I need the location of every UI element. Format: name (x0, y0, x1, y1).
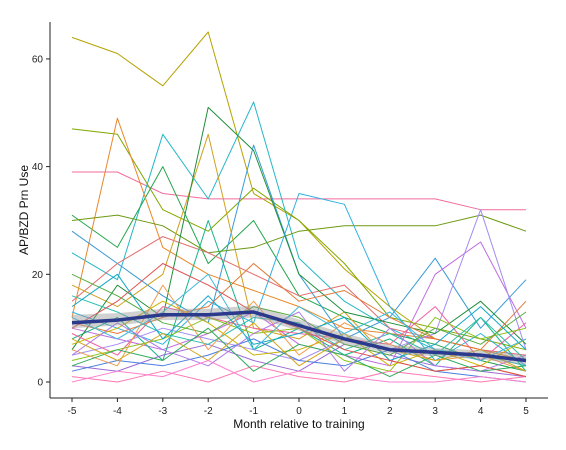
x-tick-label: 4 (478, 406, 484, 417)
y-tick-label: 0 (37, 378, 43, 389)
series-line-29 (71, 327, 527, 378)
series-line-22 (71, 338, 527, 383)
series-line-13 (71, 133, 527, 378)
y-axis-ticks: 0 20 40 60 (32, 54, 50, 389)
x-tick-label: -3 (158, 406, 167, 417)
x-tick-label: 5 (523, 406, 529, 417)
series-line-20 (71, 295, 527, 361)
trend-confidence-band (72, 305, 526, 365)
series-line-10 (71, 236, 527, 356)
series-line-9 (71, 214, 527, 254)
y-tick-label: 20 (32, 270, 44, 281)
x-tick-label: -5 (68, 406, 77, 417)
trend-line (71, 310, 527, 363)
series-line-14 (71, 106, 527, 350)
series-line-25 (71, 284, 527, 372)
series-line-5 (71, 166, 527, 372)
series-line-24 (71, 273, 527, 356)
x-tick-label: 2 (387, 406, 393, 417)
series-line-21 (71, 300, 527, 367)
series-line-27 (71, 311, 527, 372)
x-tick-label: 3 (432, 406, 438, 417)
series-line-28 (71, 263, 527, 378)
series-line-31 (71, 360, 527, 383)
x-tick-label: -4 (113, 406, 122, 417)
trend-group (71, 305, 527, 365)
plot-lines (71, 31, 527, 383)
y-axis-title: AP/BZD Prn Use (17, 165, 31, 255)
series-line-2 (72, 171, 526, 211)
x-tick-label: -1 (249, 406, 258, 417)
y-tick-label: 60 (32, 54, 44, 65)
x-axis-ticks: -5 -4 -3 -2 -1 0 1 2 3 4 5 (68, 398, 529, 417)
x-tick-label: -2 (204, 406, 213, 417)
y-tick-label: 40 (32, 162, 44, 173)
series-line-12 (71, 209, 527, 361)
x-axis-title: Month relative to training (233, 417, 364, 431)
x-tick-label: 1 (342, 406, 348, 417)
series-line-16 (71, 193, 527, 367)
x-tick-label: 0 (296, 406, 302, 417)
series-line-30 (71, 322, 527, 372)
